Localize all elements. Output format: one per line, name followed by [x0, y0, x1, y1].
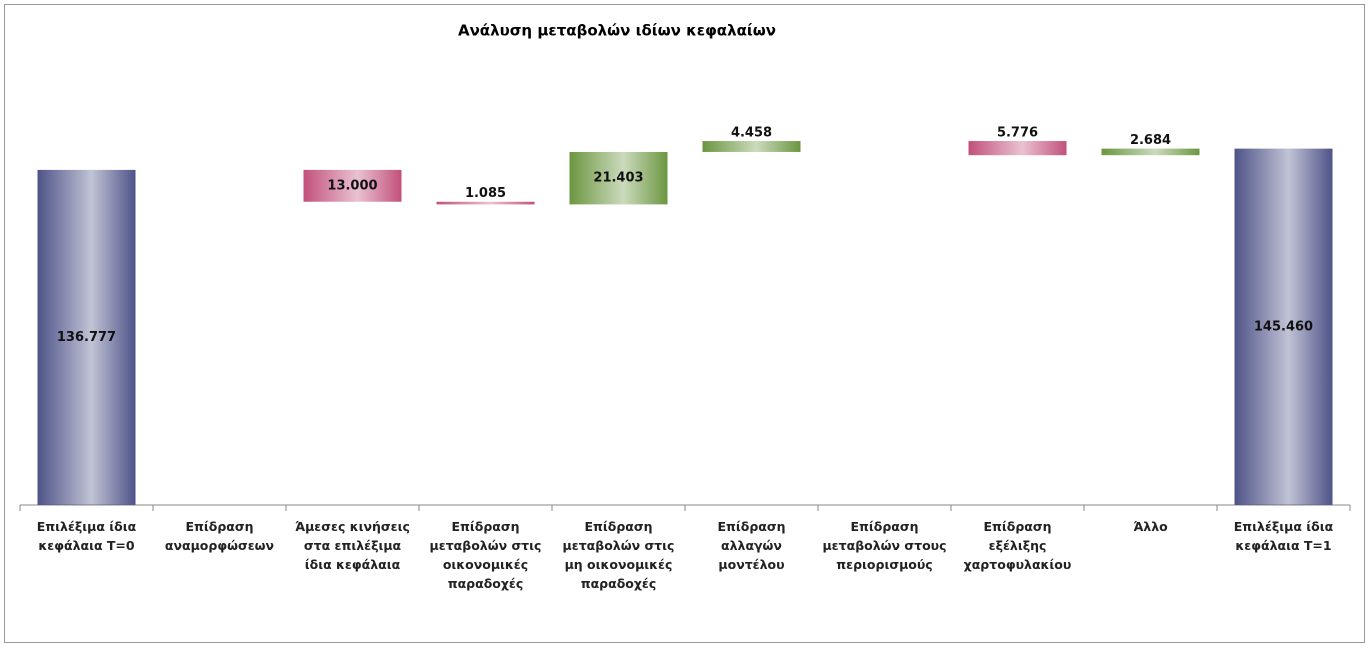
chart-border — [4, 4, 1365, 643]
bar — [702, 141, 801, 152]
value-label: 1.085 — [465, 186, 506, 201]
value-label: 5.776 — [997, 126, 1038, 141]
value-label: 145.460 — [1254, 319, 1313, 334]
value-label: 136.777 — [57, 330, 116, 345]
x-tick-label: Επιλέξιμα ίδια κεφάλαια T=1 — [1233, 519, 1334, 553]
x-tick-label: Επίδραση μεταβολών στους περιορισμούς — [822, 519, 947, 572]
x-tick-label: Άμεσες κινήσεις στα επιλέξιμα ίδια κεφάλ… — [295, 519, 410, 572]
bar — [1101, 148, 1200, 156]
x-tick-label: Επίδραση εξέλιξης χαρτοφυλακίου — [963, 519, 1072, 572]
bar — [436, 201, 535, 205]
x-tick-label: Επίδραση μεταβολών στις οικονομικές παρα… — [429, 519, 542, 591]
value-label: 13.000 — [327, 178, 377, 193]
bar — [1234, 148, 1333, 506]
x-tick-label: Επίδραση μεταβολών στις μη οικονομικές π… — [562, 519, 675, 591]
x-tick-label: Επιλέξιμα ίδια κεφάλαια T=0 — [36, 519, 137, 553]
bar — [37, 169, 136, 505]
value-label: 21.403 — [593, 171, 643, 186]
value-label: 4.458 — [731, 126, 772, 141]
bar — [968, 141, 1067, 156]
value-label: 2.684 — [1130, 133, 1171, 148]
chart-title: Ανάλυση μεταβολών ιδίων κεφαλαίων — [458, 22, 776, 40]
bar — [303, 169, 402, 202]
x-tick-label: Άλλο — [1133, 519, 1168, 534]
x-tick-label: Επίδραση αλλαγών μοντέλου — [717, 519, 786, 572]
bar — [569, 151, 668, 205]
x-tick-label: Επίδραση αναμορφώσεων — [164, 519, 275, 553]
